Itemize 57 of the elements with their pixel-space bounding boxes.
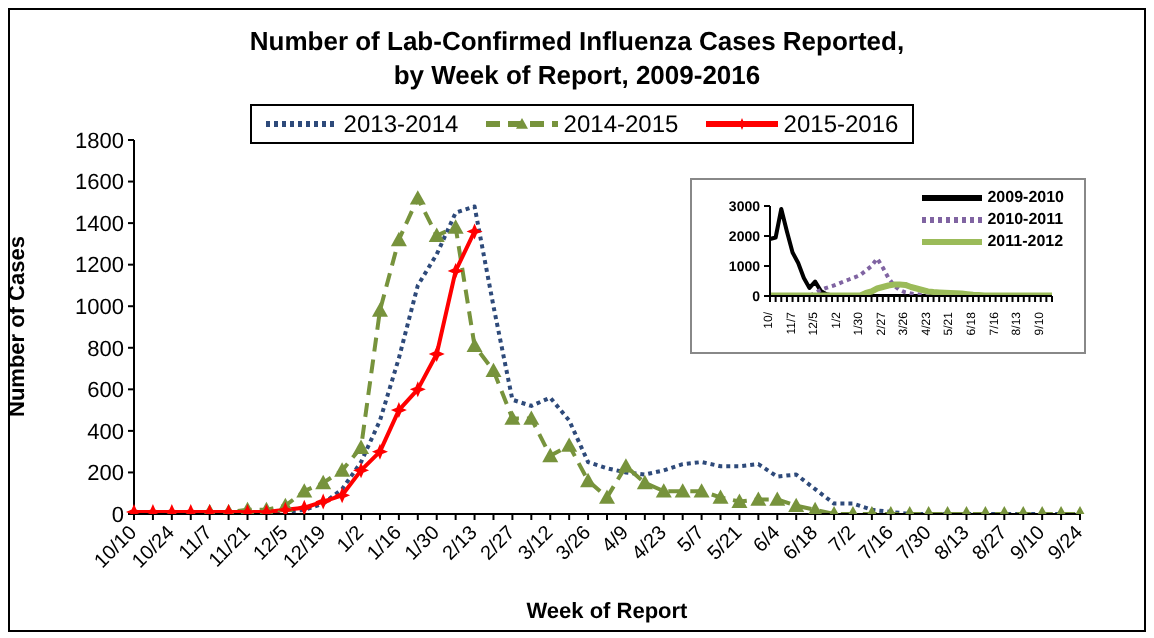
x-axis-title: Week of Report [526, 600, 689, 624]
y-tick-label: 0 [111, 503, 124, 528]
point [674, 483, 691, 498]
point [750, 491, 767, 506]
point [731, 493, 748, 508]
point [315, 493, 332, 510]
point [504, 410, 521, 425]
point [353, 439, 370, 454]
point [409, 381, 426, 398]
point [542, 447, 559, 463]
point [390, 231, 407, 247]
chart-title: Number of Lab-Confirmed Influenza Cases Reported, by Week of Report, 2009-2016 [247, 24, 907, 92]
point [655, 483, 672, 498]
point [428, 227, 445, 242]
point [769, 491, 786, 506]
point [371, 302, 388, 317]
legend-label: 2009-2010 [987, 188, 1064, 208]
point [485, 362, 502, 378]
point [561, 437, 578, 452]
y-tick-label: 1400 [75, 212, 124, 237]
point [296, 499, 313, 514]
y-tick-label: 400 [87, 420, 124, 445]
point [390, 402, 407, 419]
point [466, 223, 483, 240]
point [636, 474, 653, 490]
point [447, 262, 464, 279]
point [428, 346, 445, 363]
point [334, 462, 351, 477]
legend-label: 2015-2016 [783, 110, 899, 138]
point [353, 462, 370, 479]
point [580, 472, 597, 488]
point [334, 487, 351, 504]
x-tick-label: 5/7 [674, 521, 710, 558]
y-tick-label: 1200 [75, 254, 124, 279]
y-tick-label: 1800 [75, 129, 124, 154]
legend-label: 2010-2011 [987, 210, 1064, 230]
point [788, 497, 805, 513]
point [712, 489, 729, 504]
point [617, 458, 634, 473]
x-tick-label: 5/21 [704, 521, 748, 566]
point [693, 483, 710, 498]
y-tick-label: 800 [87, 337, 124, 362]
point [523, 410, 540, 425]
point [466, 337, 483, 353]
y-tick-label: 1600 [75, 171, 124, 196]
point [599, 489, 615, 504]
point [447, 219, 464, 234]
point [315, 474, 332, 490]
point [371, 443, 388, 460]
legend-label: 2013-2014 [343, 110, 459, 138]
point [409, 190, 426, 205]
y-tick-label: 600 [87, 379, 124, 404]
legend-label: 2014-2015 [563, 110, 679, 138]
y-tick-label: 1000 [75, 296, 124, 321]
point [296, 483, 313, 498]
legend-label: 2011-2012 [987, 232, 1064, 252]
y-tick-label: 200 [87, 462, 124, 487]
